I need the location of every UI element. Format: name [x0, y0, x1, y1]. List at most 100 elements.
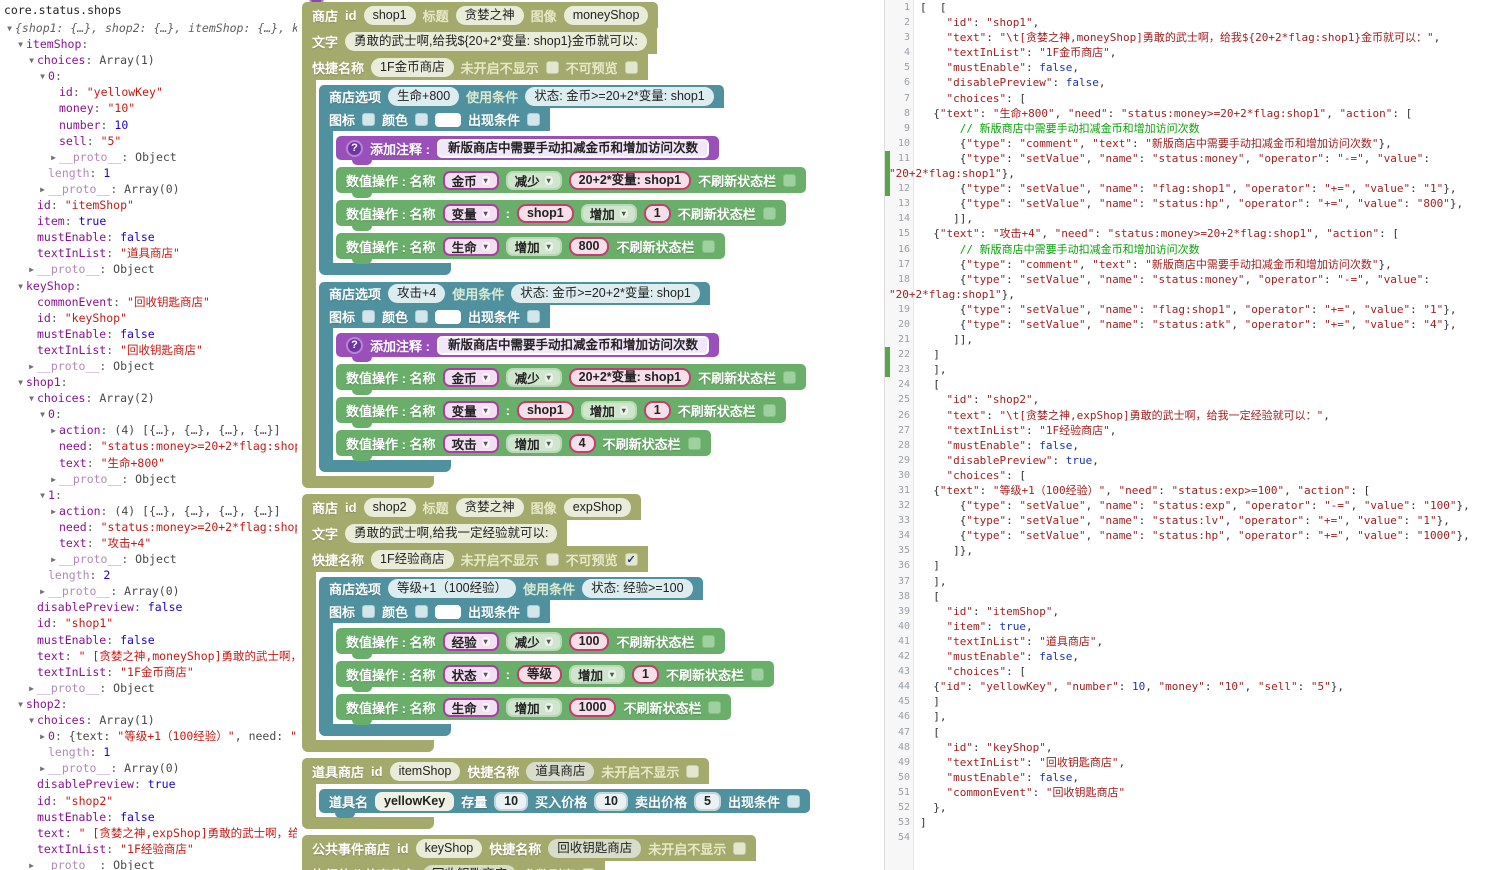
setvalue-block[interactable]: 数值操作 : 名称 生命 ▾ 增加 ▾ 1000 不刷新状态栏	[336, 694, 732, 725]
choice-block-atk4[interactable]: 商店选项 攻击+4 使用条件 状态: 金币>=20+2*变量: shop1 图标 颜色 出现…	[319, 282, 807, 472]
setvalue-block[interactable]: 数值操作 : 名称 变量 ▾: shop1 增加 ▾ 1 不刷新状态栏	[336, 200, 786, 231]
value-field[interactable]: 10	[594, 791, 628, 811]
checkbox[interactable]	[708, 700, 722, 714]
expand-arrow-icon[interactable]: ▶	[40, 764, 45, 774]
checkbox[interactable]	[362, 310, 376, 323]
dropdown-field[interactable]: 增加 ▾	[505, 433, 562, 453]
expand-arrow-icon[interactable]: ▼	[40, 410, 45, 420]
itemshop-block[interactable]: 道具商店 id itemShop 快捷名称 道具商店 未开启不显示 道具名 yellowKey…	[302, 758, 810, 829]
text-field[interactable]: yellowKey	[375, 791, 455, 811]
setvalue-block[interactable]: 数值操作 : 名称 攻击 ▾ 增加 ▾ 4 不刷新状态栏	[336, 430, 711, 461]
expand-arrow-icon[interactable]: ▶	[51, 426, 56, 436]
dropdown-field[interactable]: 增加 ▾	[505, 236, 562, 256]
item-choice-block[interactable]: 道具名 yellowKey 存量 10 买入价格 10 卖出价格 5 出现条件	[319, 789, 810, 818]
checkbox[interactable]	[545, 60, 559, 74]
expand-arrow-icon[interactable]: ▶	[29, 361, 34, 371]
text-field[interactable]: 生命+800	[388, 87, 460, 106]
value-field[interactable]: 4	[568, 433, 596, 453]
checkbox[interactable]	[415, 113, 429, 126]
checkbox[interactable]	[762, 403, 776, 417]
text-field[interactable]: 勇敢的武士啊,给我${20+2*变量: shop1}金币就可以:	[345, 31, 647, 51]
setvalue-block[interactable]: 数值操作 : 名称 经验 ▾ 减少 ▾ 100 不刷新状态栏	[336, 628, 725, 659]
checkbox[interactable]	[701, 634, 715, 648]
checkbox[interactable]	[527, 605, 541, 618]
expand-arrow-icon[interactable]: ▶	[40, 587, 45, 597]
dropdown-field[interactable]: 变量 ▾	[442, 203, 499, 223]
blockly-workspace[interactable]: 商店 id shop1 标题 贪婪之神 图像 moneyShop 文字 勇敢的武士啊,给我${2…	[297, 0, 884, 870]
dropdown-field[interactable]: 减少 ▾	[505, 170, 562, 190]
checkbox[interactable]	[527, 310, 541, 323]
expand-arrow-icon[interactable]: ▶	[40, 184, 45, 194]
expand-arrow-icon[interactable]: ▼	[40, 72, 45, 82]
expand-arrow-icon[interactable]: ▶	[51, 506, 56, 516]
expand-arrow-icon[interactable]: ▶	[51, 555, 56, 565]
checkbox[interactable]	[415, 310, 429, 323]
choice-block-hp800[interactable]: 商店选项 生命+800 使用条件 状态: 金币>=20+2*变量: shop1 图标 颜色…	[319, 85, 807, 275]
expand-arrow-icon[interactable]: ▼	[18, 699, 23, 709]
shop-block-shop1[interactable]: 商店 id shop1 标题 贪婪之神 图像 moneyShop 文字 勇敢的武士啊,给我${2…	[302, 2, 807, 488]
expand-arrow-icon[interactable]: ▶	[51, 152, 56, 162]
checkbox[interactable]	[687, 436, 701, 450]
text-field[interactable]: expShop	[563, 497, 632, 517]
dropdown-field[interactable]: 减少 ▾	[505, 367, 562, 387]
checkbox[interactable]	[624, 60, 638, 74]
expand-arrow-icon[interactable]: ▼	[18, 378, 23, 388]
expand-arrow-icon[interactable]: ▼	[40, 490, 45, 500]
setvalue-block[interactable]: 数值操作 : 名称 状态 ▾: 等级 增加 ▾ 1 不刷新状态栏	[336, 661, 774, 692]
dropdown-field[interactable]: 变量 ▾	[442, 400, 499, 420]
expand-arrow-icon[interactable]: ▼	[29, 394, 34, 404]
text-field[interactable]: 状态: 经验>=100	[582, 579, 693, 598]
setvalue-block[interactable]: 数值操作 : 名称 生命 ▾ 增加 ▾ 800 不刷新状态栏	[336, 233, 725, 264]
dropdown-field[interactable]: 经验 ▾	[442, 631, 499, 651]
value-field[interactable]: 1	[643, 400, 671, 420]
checkbox[interactable]	[362, 605, 376, 618]
checkbox[interactable]	[783, 370, 797, 384]
text-field[interactable]: 道具商店	[526, 761, 595, 781]
text-field[interactable]: 贪婪之神	[455, 497, 524, 517]
json-code-editor[interactable]: 1[ [2 "id": "shop1", 3 "text": "\t[贪婪之神,m…	[884, 0, 1501, 870]
value-field[interactable]: 1000	[568, 697, 617, 717]
comment-text-field[interactable]: 新版商店中需要手动扣减金币和增加访问次数	[436, 138, 709, 158]
value-field[interactable]: shop1	[516, 203, 574, 223]
setvalue-block[interactable]: 数值操作 : 名称 金币 ▾ 减少 ▾ 20+2*变量: shop1 不刷新状态栏	[336, 364, 807, 395]
expand-arrow-icon[interactable]: ▶	[29, 265, 34, 275]
commonevent-shop-block[interactable]: 公共事件商店idkeyShop快捷名称回收钥匙商店未开启不显示执行的公共事件名回…	[302, 835, 757, 870]
text-field[interactable]: 攻击+4	[388, 284, 446, 303]
text-field[interactable]: moneyShop	[563, 5, 649, 25]
comment-text-field[interactable]: 新版商店中需要手动扣减金币和增加访问次数	[436, 335, 709, 355]
setvalue-block[interactable]: 数值操作 : 名称 变量 ▾: shop1 增加 ▾ 1 不刷新状态栏	[336, 397, 786, 428]
checkbox[interactable]	[762, 206, 776, 220]
shop-block-shop2[interactable]: 商店 id shop2 标题 贪婪之神 图像 expShop 文字 勇敢的武士啊,给我一定经验就…	[302, 494, 774, 752]
comment-block[interactable]: ? 添加注释 : 新版商店中需要手动扣减金币和增加访问次数	[336, 333, 719, 362]
value-field[interactable]: 5	[694, 791, 721, 811]
text-field[interactable]: 回收钥匙商店	[423, 864, 517, 870]
checkbox[interactable]	[783, 173, 797, 187]
checkbox[interactable]	[527, 113, 541, 126]
checkbox[interactable]	[545, 552, 559, 566]
text-field[interactable]: keyShop	[415, 838, 483, 858]
help-icon[interactable]: ?	[346, 139, 363, 157]
text-field[interactable]: shop2	[363, 497, 416, 517]
checkbox[interactable]	[701, 239, 715, 253]
dropdown-field[interactable]: 攻击 ▾	[442, 433, 499, 453]
value-field[interactable]: 等级	[516, 664, 562, 684]
expand-arrow-icon[interactable]: ▼	[18, 281, 23, 291]
dropdown-field[interactable]: 状态 ▾	[442, 664, 499, 684]
expand-arrow-icon[interactable]: ▼	[18, 40, 23, 50]
checkbox[interactable]: ✓	[624, 552, 638, 566]
value-field[interactable]: 10	[494, 791, 529, 811]
checkbox[interactable]	[750, 667, 764, 681]
expand-arrow-icon[interactable]: ▶	[51, 474, 56, 484]
color-swatch[interactable]	[435, 604, 462, 619]
text-field[interactable]: 勇敢的武士啊,给我一定经验就可以:	[345, 523, 558, 543]
text-field[interactable]: shop1	[363, 5, 416, 25]
dropdown-field[interactable]: 生命 ▾	[442, 697, 499, 717]
text-field[interactable]: 1F经验商店	[371, 549, 454, 569]
dropdown-field[interactable]: 金币 ▾	[442, 170, 499, 190]
dropdown-field[interactable]: 增加 ▾	[580, 203, 637, 223]
text-field[interactable]: 等级+1（100经验）	[388, 579, 517, 598]
checkbox[interactable]	[415, 605, 429, 618]
expand-arrow-icon[interactable]: ▼	[29, 56, 34, 66]
value-field[interactable]: 20+2*变量: shop1	[568, 170, 692, 190]
choice-block-lv1[interactable]: 商店选项 等级+1（100经验） 使用条件 状态: 经验>=100 图标 颜色 出现条件 数值…	[319, 577, 774, 736]
